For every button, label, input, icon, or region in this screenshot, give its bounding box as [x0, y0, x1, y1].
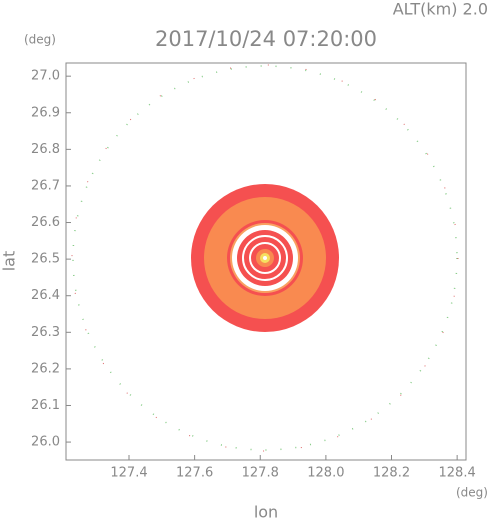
y-tick-label: 26.8 [31, 142, 60, 157]
echo [242, 235, 288, 281]
plot-frame [65, 62, 467, 461]
y-tick-label: 27.0 [31, 69, 60, 84]
x-tick-label: 127.6 [176, 466, 213, 481]
altitude: ALT(km) 2.0 [393, 0, 488, 19]
x-unit: (deg) [456, 486, 488, 500]
x-tick-label: 127.4 [110, 466, 147, 481]
radar-echo [71, 64, 459, 452]
y-tick-label: 26.6 [31, 215, 60, 230]
x-tick-label: 128.0 [307, 466, 344, 481]
range-ring [72, 65, 458, 451]
y-unit: (deg) [24, 33, 56, 47]
y-axis-label: lat [0, 251, 19, 272]
y-tick-label: 26.1 [31, 398, 60, 413]
range-ring [71, 64, 459, 452]
y-tick-label: 26.9 [31, 105, 60, 120]
echo [249, 242, 281, 274]
y-tick-label: 26.5 [31, 252, 60, 267]
y-tick-label: 26.7 [31, 178, 60, 193]
chart-title: 2017/10/24 07:20:00 [155, 27, 377, 51]
y-tick-label: 26.2 [31, 361, 60, 376]
x-axis-label: lon [254, 503, 278, 522]
echo [263, 256, 267, 260]
y-tick-label: 26.0 [31, 435, 60, 450]
x-tick-label: 127.8 [242, 466, 279, 481]
x-tick-label: 128.2 [373, 466, 410, 481]
y-tick-label: 26.3 [31, 325, 60, 340]
x-tick-label: 128.4 [439, 466, 476, 481]
y-tick-label: 26.4 [31, 288, 60, 303]
